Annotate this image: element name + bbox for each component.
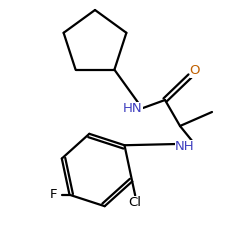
- Text: HN: HN: [123, 101, 142, 115]
- Text: O: O: [189, 64, 199, 77]
- Text: NH: NH: [174, 139, 194, 153]
- Text: F: F: [49, 188, 57, 201]
- Text: Cl: Cl: [128, 196, 141, 209]
